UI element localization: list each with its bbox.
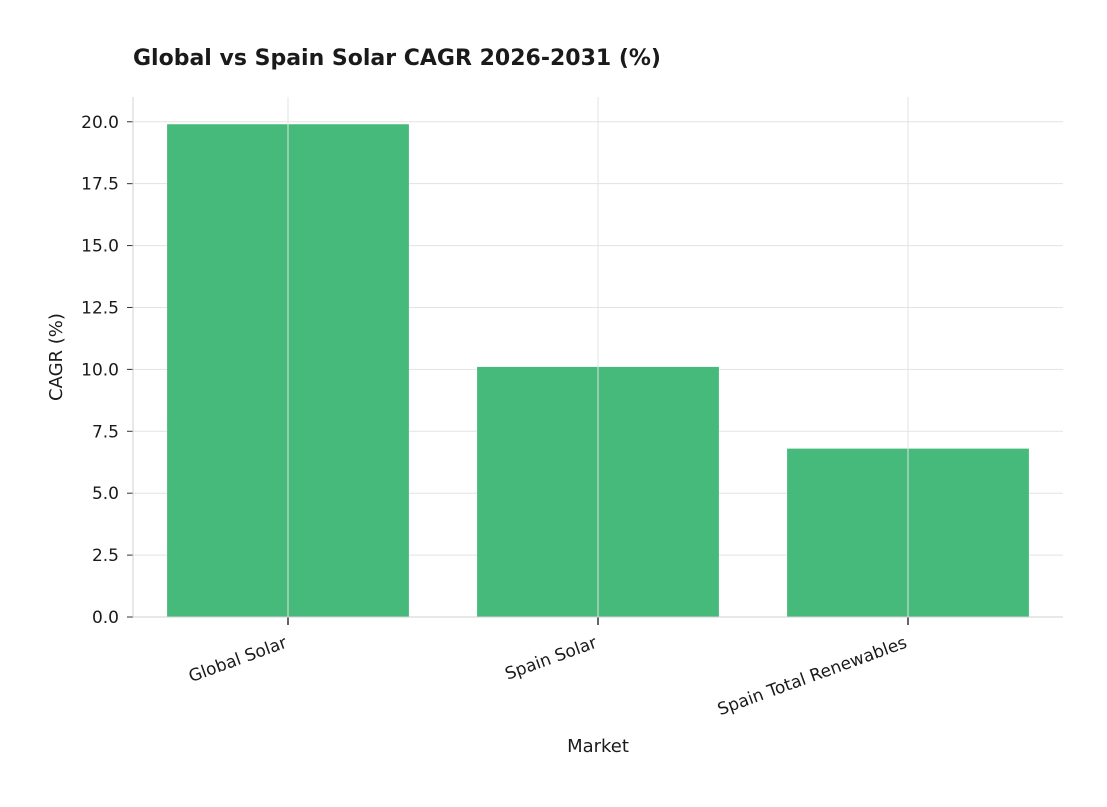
y-tick-label: 20.0 [81, 113, 119, 133]
x-axis-label: Market [567, 736, 629, 757]
y-axis-label: CAGR (%) [46, 313, 67, 401]
y-tick-labels: 0.0 2.5 5.0 7.5 10.0 12.5 15.0 17.5 20.0 [81, 113, 119, 628]
x-tick-label: Global Solar [186, 633, 290, 687]
y-tick-label: 17.5 [81, 175, 119, 195]
y-tick-label: 12.5 [81, 298, 119, 318]
x-tick-label: Spain Total Renewables [715, 633, 910, 720]
axes [127, 97, 1063, 625]
y-tick-label: 15.0 [81, 237, 119, 257]
y-tick-label: 7.5 [92, 422, 119, 442]
chart-title: Global vs Spain Solar CAGR 2026-2031 (%) [133, 46, 661, 71]
y-tick-label: 10.0 [81, 360, 119, 380]
y-tick-label: 2.5 [92, 546, 119, 566]
x-tick-label: Spain Solar [502, 633, 599, 685]
y-tick-label: 5.0 [92, 484, 119, 504]
y-tick-label: 0.0 [92, 608, 119, 628]
x-tick-labels: Global Solar Spain Solar Spain Total Renew… [186, 633, 910, 720]
vertical-grid-lines [287, 97, 909, 617]
